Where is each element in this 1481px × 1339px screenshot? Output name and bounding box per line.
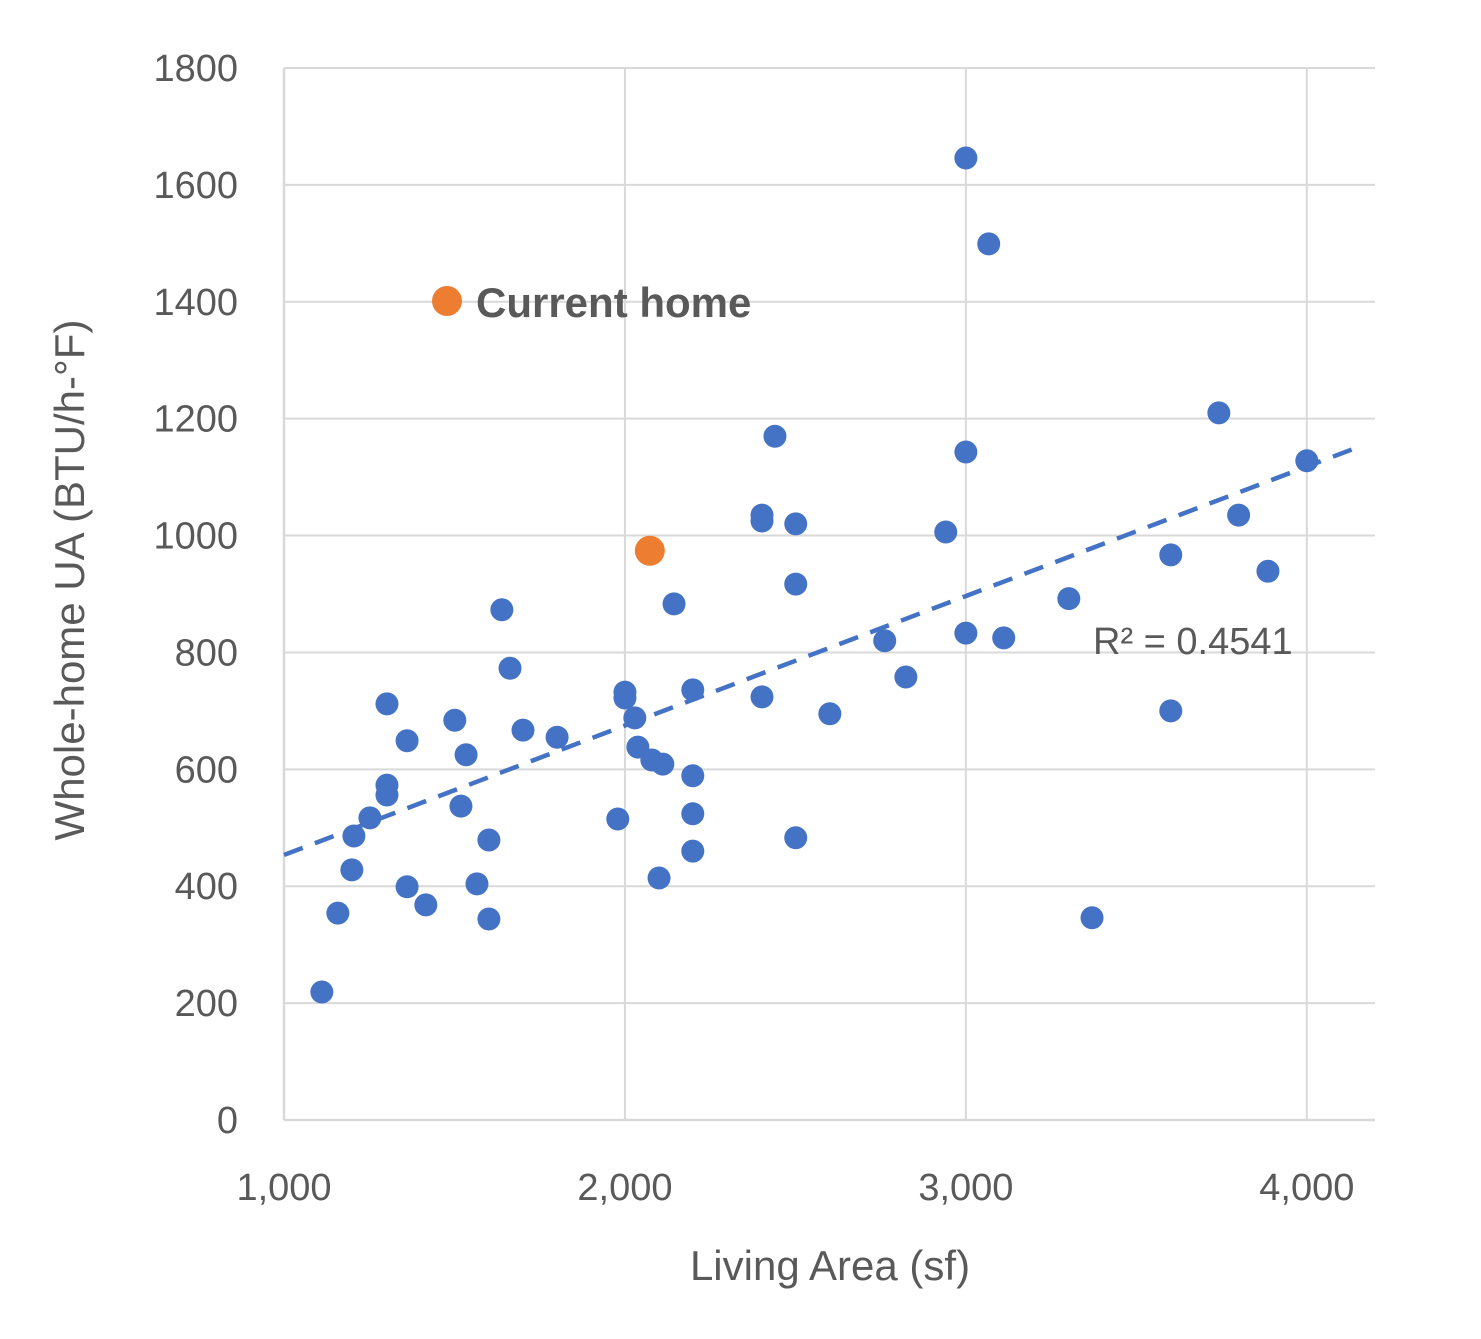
x-tick-label: 3,000 (918, 1167, 1013, 1209)
home-data-point (784, 512, 808, 536)
home-data-point (326, 901, 350, 925)
y-tick-label: 800 (175, 632, 238, 674)
home-data-point (310, 980, 334, 1004)
home-data-point (681, 802, 705, 826)
home-data-point (1080, 906, 1104, 930)
y-tick-label: 1600 (153, 165, 238, 207)
home-data-point (934, 520, 958, 544)
home-data-point (358, 806, 382, 830)
home-data-point (443, 708, 467, 732)
home-data-point (606, 807, 630, 831)
home-data-point (1227, 503, 1251, 527)
home-data-point (1256, 559, 1280, 583)
home-data-point (511, 718, 535, 742)
trendline (283, 444, 1361, 858)
home-data-point (498, 656, 522, 680)
home-data-point (992, 626, 1016, 650)
home-data-point (954, 146, 978, 170)
y-tick-label: 1800 (153, 48, 238, 90)
home-data-point (449, 794, 473, 818)
x-tick-labels: 1,000 2,000 3,000 4,000 (236, 1167, 1354, 1209)
x-tick-label: 4,000 (1259, 1167, 1354, 1209)
y-axis-title: Whole-home UA (BTU/h-°F) (46, 320, 93, 841)
y-tick-label: 0 (217, 1100, 238, 1142)
home-data-point (395, 729, 419, 753)
home-data-point (1159, 699, 1183, 723)
home-data-point (340, 858, 364, 882)
home-data-point (750, 509, 774, 533)
home-data-point (613, 686, 637, 710)
home-data-point (784, 572, 808, 596)
home-data-point (454, 743, 478, 767)
home-data-point (954, 621, 978, 645)
home-data-point (651, 752, 675, 776)
home-data-point (681, 839, 705, 863)
home-data-point (375, 783, 399, 807)
x-tick-label: 1,000 (236, 1167, 331, 1209)
home-data-point (894, 665, 918, 689)
y-tick-label: 400 (175, 866, 238, 908)
home-data-point (662, 592, 686, 616)
home-data-point (647, 866, 671, 890)
current-home-point (634, 535, 665, 566)
y-tick-label: 1200 (153, 399, 238, 441)
home-data-point (763, 424, 787, 448)
home-data-point (750, 685, 774, 709)
home-data-point (490, 598, 514, 622)
legend-current-home-label: Current home (476, 279, 751, 326)
x-tick-label: 2,000 (577, 1167, 672, 1209)
home-data-point (375, 692, 399, 716)
home-data-point (873, 629, 897, 653)
y-tick-label: 600 (175, 749, 238, 791)
y-tick-label: 1400 (153, 282, 238, 324)
home-data-point (1057, 587, 1081, 611)
home-data-point (954, 440, 978, 464)
home-data-point (342, 824, 366, 848)
r-squared-label: R² = 0.4541 (1093, 621, 1293, 663)
y-tick-labels: 0 200 400 600 800 1000 1200 1400 1600 1800 (153, 48, 238, 1142)
data-points (310, 146, 1319, 1004)
home-data-point (818, 702, 842, 726)
home-data-point (465, 872, 489, 896)
axes (282, 68, 1375, 1122)
home-data-point (681, 764, 705, 788)
legend-current-home-marker (432, 286, 462, 316)
home-data-point (977, 232, 1001, 256)
y-tick-label: 200 (175, 983, 238, 1025)
gridlines (284, 67, 1375, 1120)
home-data-point (545, 725, 569, 749)
home-data-point (1207, 401, 1231, 425)
y-tick-label: 1000 (153, 516, 238, 558)
home-data-point (784, 826, 808, 850)
home-data-point (1295, 449, 1319, 473)
x-axis-title: Living Area (sf) (690, 1242, 970, 1289)
home-data-point (477, 907, 501, 931)
home-data-point (395, 875, 419, 899)
home-data-point (681, 678, 705, 702)
home-data-point (414, 893, 438, 917)
home-data-point (477, 828, 501, 852)
home-data-point (1159, 543, 1183, 567)
home-data-point (623, 706, 647, 730)
